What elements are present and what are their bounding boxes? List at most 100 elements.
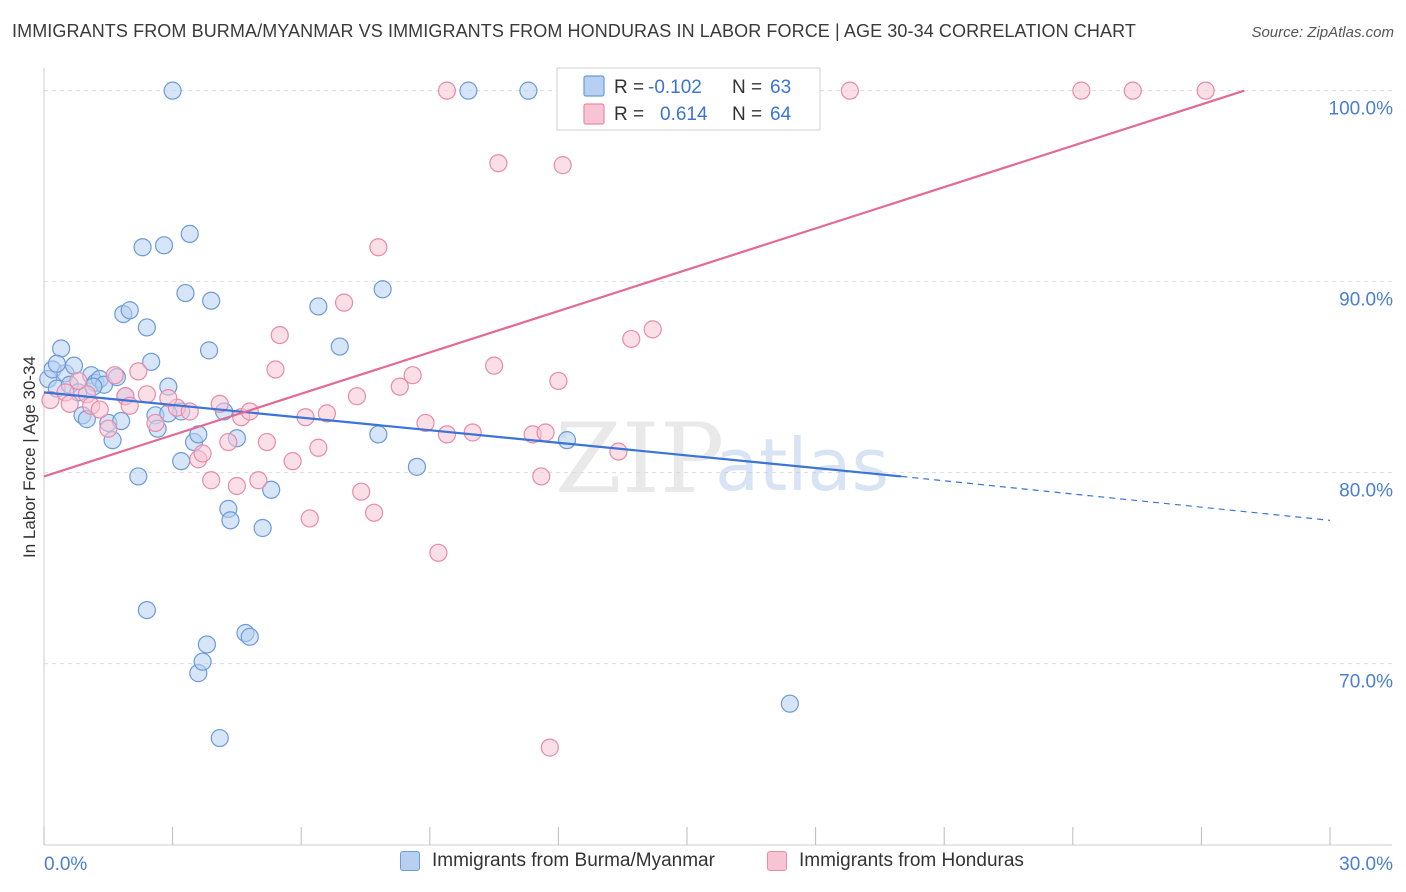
point-burma [519, 81, 538, 100]
point-honduras [485, 356, 504, 375]
point-honduras [257, 432, 277, 452]
point-honduras [403, 366, 422, 385]
point-burma [197, 635, 216, 654]
stats-r-label-honduras: R = [614, 104, 644, 125]
point-burma [180, 224, 199, 243]
trend-line-burma [43, 391, 902, 478]
stats-r-value-burma: -0.102 [648, 77, 702, 98]
point-honduras [1123, 81, 1142, 100]
point-burma [330, 337, 349, 356]
point-honduras [390, 377, 409, 396]
stats-n-label-honduras: N = [732, 104, 762, 125]
watermark: ZIP atlas [555, 403, 889, 515]
point-burma [137, 318, 156, 337]
point-honduras [193, 444, 212, 463]
point-burma [133, 238, 152, 257]
legend: Immigrants from Burma/Myanmar Immigrants… [0, 850, 1406, 880]
point-burma [210, 728, 229, 748]
y-tick-label: 90.0% [1339, 290, 1393, 311]
point-honduras [643, 320, 662, 339]
stats-swatch-honduras [583, 103, 605, 125]
point-burma [163, 81, 182, 100]
point-burma [64, 356, 84, 375]
point-honduras [60, 394, 79, 413]
grid-layer [44, 90, 1392, 665]
point-burma [262, 480, 281, 499]
point-honduras [202, 471, 221, 490]
point-honduras [622, 329, 641, 349]
point-honduras [489, 154, 508, 173]
point-honduras [369, 238, 388, 257]
point-burma [253, 518, 272, 538]
trend-layer [43, 89, 1331, 521]
point-honduras [416, 413, 435, 433]
point-burma [142, 352, 161, 371]
point-honduras [536, 423, 555, 442]
point-honduras [609, 442, 628, 461]
point-burma [52, 339, 71, 358]
point-honduras [429, 543, 448, 562]
point-burma [199, 341, 219, 360]
point-honduras [146, 413, 165, 433]
point-burma [369, 425, 388, 444]
legend-swatch-honduras [767, 851, 787, 871]
point-honduras [219, 432, 238, 452]
point-honduras [266, 360, 285, 379]
point-honduras [347, 387, 367, 406]
point-honduras [463, 423, 482, 442]
legend-swatch-burma [400, 851, 420, 871]
legend-label-honduras: Immigrants from Honduras [799, 850, 1024, 871]
point-burma [780, 694, 799, 713]
legend-item-burma[interactable]: Immigrants from Burma/Myanmar [400, 850, 715, 872]
point-burma [459, 81, 478, 100]
axes-layer: 70.0% 80.0% 90.0% 100.0% 0.0% 30.0% [43, 68, 1394, 875]
point-burma [120, 301, 139, 320]
point-honduras [1196, 81, 1215, 100]
point-honduras [437, 81, 457, 100]
y-tick-label: 70.0% [1339, 672, 1393, 693]
point-burma [193, 652, 212, 671]
y-tick-label: 100.0% [1329, 99, 1394, 120]
point-burma [407, 457, 427, 476]
chart-title: IMMIGRANTS FROM BURMA/MYANMAR VS IMMIGRA… [12, 21, 1136, 41]
point-honduras [309, 438, 328, 457]
point-honduras [41, 390, 60, 410]
point-honduras [159, 389, 178, 408]
point-honduras [317, 404, 337, 423]
point-honduras [270, 325, 289, 345]
point-burma [240, 627, 259, 646]
point-burma [176, 283, 195, 303]
legend-item-honduras[interactable]: Immigrants from Honduras [767, 850, 1024, 872]
watermark-zip: ZIP [555, 403, 724, 515]
trend-line-honduras [43, 89, 1245, 478]
y-tick-label: 80.0% [1339, 481, 1393, 502]
stats-n-label-burma: N = [732, 77, 762, 98]
point-honduras [364, 503, 384, 522]
watermark-atlas: atlas [715, 423, 889, 507]
point-honduras [352, 482, 371, 501]
point-honduras [553, 156, 572, 175]
point-honduras [532, 467, 551, 486]
stats-box: R = -0.102 N = 63 R = 0.614 N = 64 [556, 67, 821, 131]
point-honduras [69, 371, 88, 391]
point-honduras [437, 425, 457, 444]
point-honduras [249, 471, 268, 490]
stats-swatch-burma [583, 75, 605, 97]
point-honduras [99, 419, 118, 438]
point-burma [309, 297, 328, 316]
point-burma [202, 291, 221, 310]
legend-label-burma: Immigrants from Burma/Myanmar [432, 850, 715, 871]
point-honduras [227, 476, 246, 496]
stats-n-value-honduras: 64 [770, 104, 792, 125]
point-burma [557, 431, 577, 450]
point-burma [154, 236, 174, 255]
x-tick-label: 0.0% [44, 854, 87, 875]
point-honduras [300, 509, 319, 528]
point-burma [172, 452, 191, 471]
point-honduras [105, 366, 124, 385]
point-honduras [540, 738, 559, 757]
x-tick-label: 30.0% [1339, 854, 1393, 875]
stats-n-value-burma: 63 [770, 77, 791, 98]
point-honduras [1072, 81, 1091, 100]
